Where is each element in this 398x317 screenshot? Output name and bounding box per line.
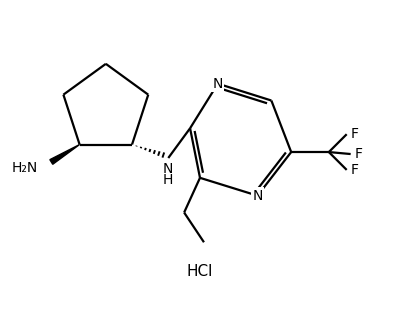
Text: N: N: [163, 162, 174, 176]
Text: N: N: [252, 189, 263, 203]
Text: F: F: [351, 127, 359, 141]
Text: N: N: [252, 189, 263, 203]
Text: N: N: [213, 77, 223, 91]
Text: F: F: [355, 147, 363, 161]
Text: F: F: [351, 163, 359, 177]
Text: H: H: [163, 173, 174, 187]
Text: H₂N: H₂N: [11, 161, 37, 175]
Text: HCl: HCl: [187, 263, 213, 279]
Polygon shape: [50, 145, 80, 164]
Text: N: N: [213, 77, 223, 91]
